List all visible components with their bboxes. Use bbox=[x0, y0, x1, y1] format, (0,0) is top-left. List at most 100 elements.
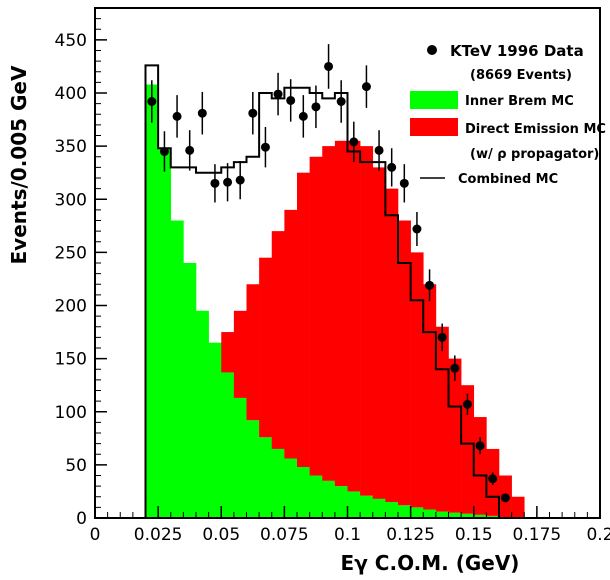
data-point bbox=[248, 91, 258, 135]
data-point-marker bbox=[349, 137, 359, 147]
inner-brem-bar bbox=[284, 458, 298, 518]
direct-emission-bar bbox=[309, 156, 323, 476]
inner-brem-bar bbox=[221, 372, 235, 518]
data-point bbox=[273, 72, 283, 116]
y-tick-label: 450 bbox=[55, 31, 87, 51]
direct-emission-bar bbox=[246, 284, 260, 421]
legend-entry-combined: Combined MC bbox=[458, 172, 558, 187]
data-point bbox=[437, 323, 447, 352]
data-point bbox=[235, 161, 245, 200]
data-point-marker bbox=[500, 493, 510, 503]
y-tick-label: 300 bbox=[55, 190, 87, 210]
inner-brem-bar bbox=[448, 512, 462, 518]
data-points bbox=[147, 44, 510, 503]
legend-entry-direct-emission-note: (w/ ρ propagator) bbox=[470, 147, 599, 162]
legend-entry-data-count: (8669 Events) bbox=[470, 68, 572, 83]
data-point-marker bbox=[437, 332, 447, 342]
data-point-marker bbox=[248, 108, 258, 118]
y-tick-label: 200 bbox=[55, 297, 87, 317]
data-point-marker bbox=[172, 111, 182, 121]
direct-emission-bar bbox=[372, 167, 386, 499]
data-point bbox=[260, 127, 270, 168]
y-tick-label: 100 bbox=[55, 403, 87, 423]
inner-brem-bar bbox=[486, 515, 500, 518]
data-point bbox=[172, 95, 182, 138]
inner-brem-bar bbox=[208, 342, 222, 518]
data-point bbox=[286, 79, 296, 122]
inner-brem-bar bbox=[372, 498, 386, 518]
data-point bbox=[324, 44, 334, 89]
data-point-marker bbox=[425, 280, 435, 290]
data-point bbox=[475, 437, 485, 455]
x-tick-label: 0.175 bbox=[513, 525, 562, 545]
legend-entry-direct-emission: Direct Emission MC bbox=[465, 122, 606, 137]
direct-emission-bar bbox=[410, 252, 424, 508]
direct-emission-bar bbox=[271, 231, 285, 449]
data-point-marker bbox=[210, 178, 220, 188]
data-point-marker bbox=[412, 224, 422, 234]
data-point-marker bbox=[387, 162, 397, 172]
direct-emission-bar bbox=[385, 188, 399, 503]
data-point bbox=[488, 472, 498, 486]
inner-brem-bar bbox=[461, 513, 475, 518]
legend-data-marker bbox=[427, 45, 437, 55]
x-tick-label: 0.15 bbox=[455, 525, 493, 545]
inner-brem-bar bbox=[246, 420, 260, 518]
data-point-marker bbox=[260, 142, 270, 152]
data-point-marker bbox=[324, 61, 334, 71]
inner-brem-bar bbox=[158, 148, 172, 518]
data-point-marker bbox=[286, 95, 296, 105]
x-tick-label: 0.025 bbox=[134, 525, 183, 545]
direct-emission-bar bbox=[334, 140, 348, 487]
data-point-marker bbox=[361, 82, 371, 92]
data-point bbox=[399, 164, 409, 203]
legend-entry-inner-brem: Inner Brem MC bbox=[465, 94, 574, 109]
data-point-marker bbox=[462, 399, 472, 409]
data-point-marker bbox=[223, 177, 233, 187]
y-tick-label: 50 bbox=[65, 456, 87, 476]
data-point bbox=[450, 355, 460, 381]
data-point-marker bbox=[450, 363, 460, 373]
inner-brem-bar bbox=[259, 437, 273, 518]
data-point-marker bbox=[399, 178, 409, 188]
data-point bbox=[374, 130, 384, 171]
data-point bbox=[462, 393, 472, 415]
direct-emission-bar bbox=[398, 220, 411, 506]
data-point bbox=[336, 80, 346, 123]
inner-brem-bar bbox=[145, 84, 159, 518]
data-point bbox=[500, 493, 510, 503]
inner-brem-bar bbox=[347, 491, 361, 518]
data-point-marker bbox=[311, 102, 321, 112]
y-tick-label: 400 bbox=[55, 84, 87, 104]
inner-brem-bar bbox=[271, 448, 285, 518]
y-tick-label: 150 bbox=[55, 350, 87, 370]
data-point-marker bbox=[197, 108, 207, 118]
data-point-marker bbox=[488, 474, 498, 484]
data-point bbox=[298, 95, 308, 138]
inner-brem-bar bbox=[196, 310, 209, 518]
y-tick-label: 250 bbox=[55, 243, 87, 263]
data-point bbox=[412, 212, 422, 246]
x-tick-label: 0 bbox=[90, 525, 101, 545]
data-point bbox=[223, 163, 233, 202]
inner-brem-bar bbox=[233, 397, 247, 518]
x-tick-label: 0.125 bbox=[386, 525, 435, 545]
direct-emission-bar bbox=[284, 209, 298, 459]
direct-emission-bar bbox=[297, 172, 310, 467]
inner-brem-bar bbox=[435, 511, 449, 518]
direct-emission-bar bbox=[221, 332, 235, 373]
data-point-marker bbox=[374, 145, 384, 155]
direct-emission-bar bbox=[322, 146, 336, 481]
data-point-marker bbox=[235, 175, 245, 185]
inner-brem-histogram bbox=[145, 84, 500, 518]
inner-brem-bar bbox=[385, 502, 399, 518]
data-point-marker bbox=[147, 97, 157, 106]
direct-emission-histogram bbox=[221, 140, 525, 518]
y-axis: 0 50 100 150 200 250 300 350 400 450 bbox=[55, 7, 107, 529]
inner-brem-bar bbox=[360, 495, 374, 518]
inner-brem-bar bbox=[398, 505, 411, 518]
data-point bbox=[197, 91, 207, 135]
direct-emission-bar bbox=[448, 358, 462, 513]
direct-emission-bar bbox=[259, 257, 273, 438]
